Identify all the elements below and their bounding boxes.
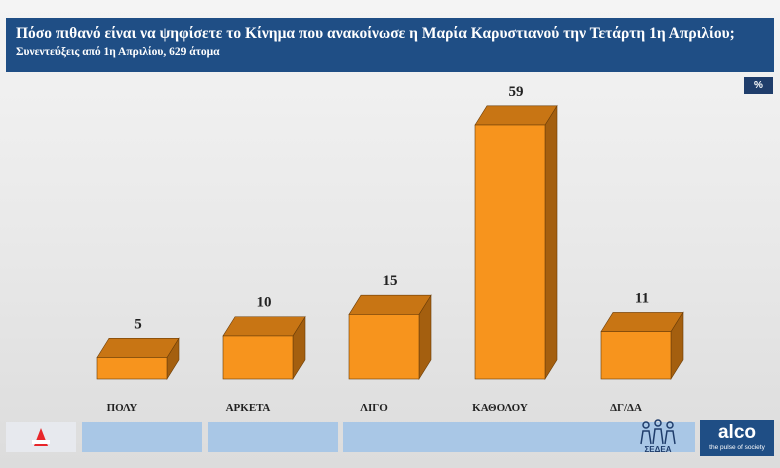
category-label-1: ΑΡΚΕΤΑ — [226, 402, 271, 414]
data-label-1: 10 — [257, 295, 272, 311]
station-logo-icon — [32, 428, 50, 446]
bar-top — [96, 337, 180, 358]
bar-top — [222, 316, 306, 337]
bar-front — [96, 357, 168, 380]
alco-logo: alco the pulse of society — [700, 420, 774, 456]
bar-top — [474, 105, 558, 126]
bar-2 — [348, 294, 432, 381]
alco-tagline: the pulse of society — [709, 444, 765, 451]
category-label-4: ΔΓ/ΔΑ — [610, 402, 642, 414]
footer-block-1 — [82, 422, 202, 452]
people-group-icon — [640, 419, 676, 445]
chart-title: Πόσο πιθανό είναι να ψηφίσετε το Κίνημα … — [16, 25, 735, 42]
bar-4 — [600, 311, 684, 381]
data-label-4: 11 — [635, 290, 649, 306]
footer-logo-box — [6, 422, 76, 452]
sedea-logo: ΣΕΔΕΑ — [636, 418, 680, 456]
sedea-label: ΣΕΔΕΑ — [644, 445, 672, 454]
bar-top — [600, 312, 684, 332]
unit-badge: % — [744, 77, 773, 94]
bar-side — [544, 104, 558, 381]
footer-block-2 — [208, 422, 338, 452]
bar-top — [348, 294, 432, 315]
alco-wordmark: alco — [717, 422, 757, 443]
footer-block-3 — [343, 422, 695, 452]
bar-3 — [474, 104, 558, 381]
data-label-3: 59 — [509, 84, 524, 100]
bar-front — [222, 335, 294, 380]
bar-front — [348, 314, 420, 380]
bar-front — [474, 124, 546, 380]
data-label-0: 5 — [134, 316, 142, 332]
bar-front — [600, 331, 672, 380]
chart-header: Πόσο πιθανό είναι να ψηφίσετε το Κίνημα … — [6, 18, 774, 72]
chart-subtitle: Συνεντεύξεις από 1η Απριλίου, 629 άτομα — [16, 46, 220, 58]
category-label-2: ΛΙΓΟ — [360, 402, 388, 414]
category-label-0: ΠΟΛΥ — [107, 402, 138, 414]
bar-0 — [96, 337, 180, 381]
data-label-2: 15 — [383, 273, 398, 289]
category-label-3: ΚΑΘΟΛΟΥ — [472, 402, 528, 414]
bar-1 — [222, 315, 306, 381]
